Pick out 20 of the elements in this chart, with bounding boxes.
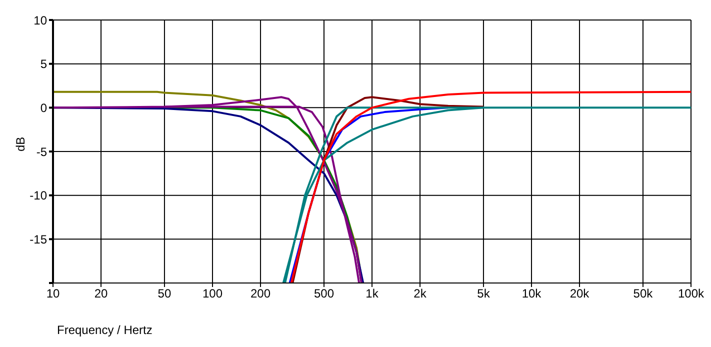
x-tick-label: 50 bbox=[158, 286, 172, 301]
y-tick-label: 10 bbox=[34, 13, 48, 28]
x-tick-label: 1k bbox=[366, 286, 380, 301]
x-tick-label: 5k bbox=[477, 286, 491, 301]
y-tick-label: 5 bbox=[40, 57, 48, 72]
x-tick-label: 20k bbox=[570, 286, 590, 301]
x-tick-label: 100 bbox=[202, 286, 223, 301]
x-tick-label: 200 bbox=[250, 286, 271, 301]
x-tick-label: 2k bbox=[414, 286, 428, 301]
x-tick-label: 20 bbox=[94, 286, 108, 301]
x-tick-label: 50k bbox=[633, 286, 654, 301]
x-tick-label: 100k bbox=[678, 286, 706, 301]
y-tick-label: 0 bbox=[40, 100, 48, 115]
x-tick-label: 10k bbox=[522, 286, 542, 301]
y-axis-title: dB bbox=[13, 136, 28, 152]
y-tick-label: -5 bbox=[36, 144, 48, 159]
y-tick-label: -15 bbox=[30, 232, 48, 246]
y-tick-label: -10 bbox=[30, 188, 48, 203]
x-tick-label: 500 bbox=[314, 286, 334, 301]
x-axis-title: Frequency / Hertz bbox=[57, 323, 152, 337]
